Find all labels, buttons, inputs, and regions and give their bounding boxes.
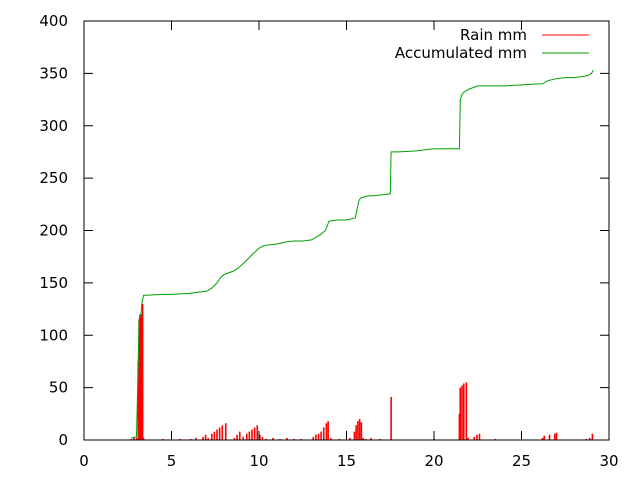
axis-ticks: [83, 20, 610, 441]
y-tick-label-7: 350: [39, 64, 68, 82]
legend-label-rain: Rain mm: [460, 26, 527, 44]
rain-series: [130, 303, 594, 440]
x-tick-label-3: 15: [337, 452, 356, 470]
y-tick-label-6: 300: [39, 117, 68, 135]
x-tick-label-6: 30: [599, 452, 618, 470]
x-tick-label-4: 20: [424, 452, 443, 470]
y-tick-label-2: 100: [39, 326, 68, 344]
x-tick-label-5: 25: [512, 452, 531, 470]
legend: Rain mm Accumulated mm: [395, 26, 589, 62]
y-tick-label-5: 250: [39, 169, 68, 187]
y-tick-label-8: 400: [39, 12, 68, 30]
y-tick-labels: 0 50 100 150 200 250 300 350 400: [39, 12, 68, 449]
legend-label-accumulated: Accumulated mm: [395, 44, 527, 62]
x-tick-label-1: 5: [167, 452, 177, 470]
y-tick-label-1: 50: [49, 379, 68, 397]
accumulated-series-line: [131, 69, 594, 439]
x-tick-label-2: 10: [249, 452, 268, 470]
plot-frame: [83, 20, 610, 441]
y-tick-label-0: 0: [58, 431, 68, 449]
x-tick-labels: 0 5 10 15 20 25 30: [79, 452, 618, 470]
x-tick-label-0: 0: [79, 452, 89, 470]
y-tick-label-3: 150: [39, 274, 68, 292]
y-tick-label-4: 200: [39, 222, 68, 240]
